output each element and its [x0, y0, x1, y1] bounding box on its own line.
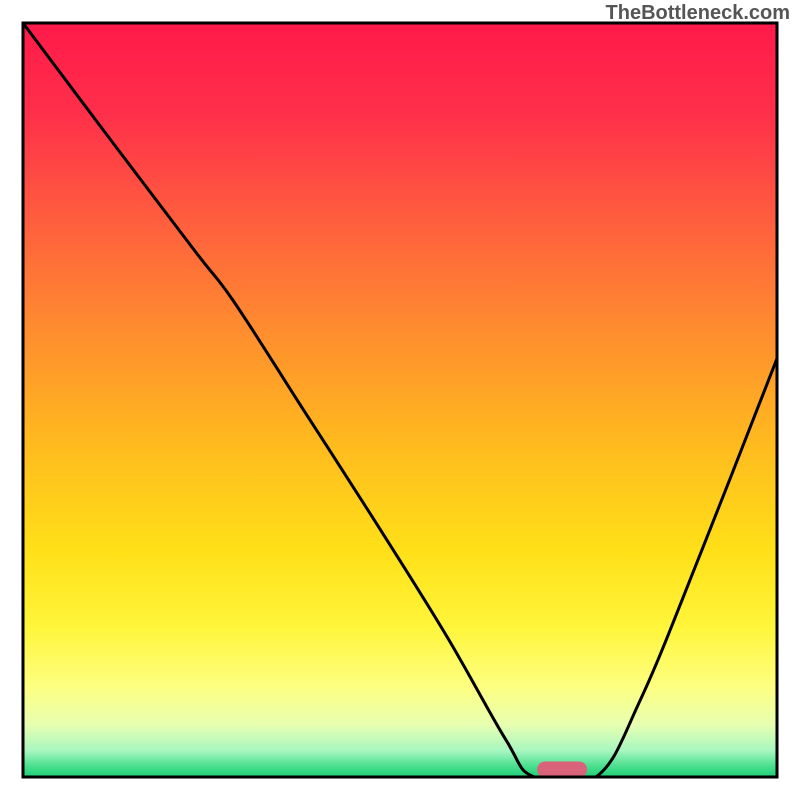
gradient-background — [23, 23, 777, 777]
bottleneck-chart — [0, 0, 800, 800]
watermark-text: TheBottleneck.com — [606, 2, 790, 25]
chart-container: TheBottleneck.com — [0, 0, 800, 800]
optimal-marker — [537, 761, 587, 777]
